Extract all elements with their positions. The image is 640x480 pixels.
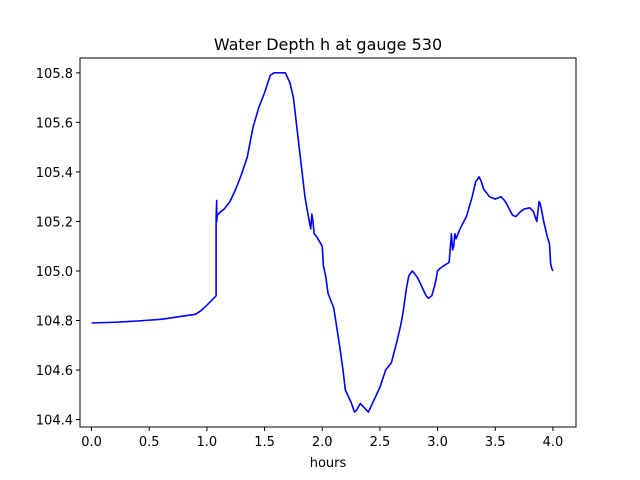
y-tick-label: 105.6 — [36, 116, 73, 131]
y-tick-label: 104.6 — [36, 364, 73, 379]
x-tick-label: 1.0 — [197, 435, 218, 450]
y-tick-label: 105.0 — [36, 265, 73, 280]
x-tick-label: 0.0 — [81, 435, 102, 450]
chart-title: Water Depth h at gauge 530 — [214, 35, 442, 54]
y-tick-label: 105.4 — [36, 166, 73, 181]
x-tick-label: 3.5 — [485, 435, 506, 450]
y-tick-label: 104.8 — [36, 315, 73, 330]
x-axis-ticks: 0.0 0.5 1.0 1.5 2.0 2.5 3.0 3.5 4.0 — [81, 427, 563, 450]
x-tick-label: 3.0 — [427, 435, 448, 450]
x-tick-label: 4.0 — [543, 435, 564, 450]
series-line — [91, 72, 554, 413]
y-tick-label: 105.8 — [36, 67, 73, 82]
x-tick-label: 1.5 — [254, 435, 275, 450]
y-axis-ticks: 104.4 104.6 104.8 105.0 105.2 105.4 105.6 105.8 — [36, 67, 80, 429]
x-tick-label: 2.5 — [370, 435, 391, 450]
y-tick-label: 104.4 — [36, 414, 73, 429]
x-tick-label: 2.0 — [312, 435, 333, 450]
x-tick-label: 0.5 — [139, 435, 160, 450]
x-axis-label: hours — [310, 456, 347, 471]
axes-frame — [79, 57, 577, 428]
y-tick-label: 105.2 — [36, 215, 73, 230]
plot-layer — [91, 72, 554, 413]
